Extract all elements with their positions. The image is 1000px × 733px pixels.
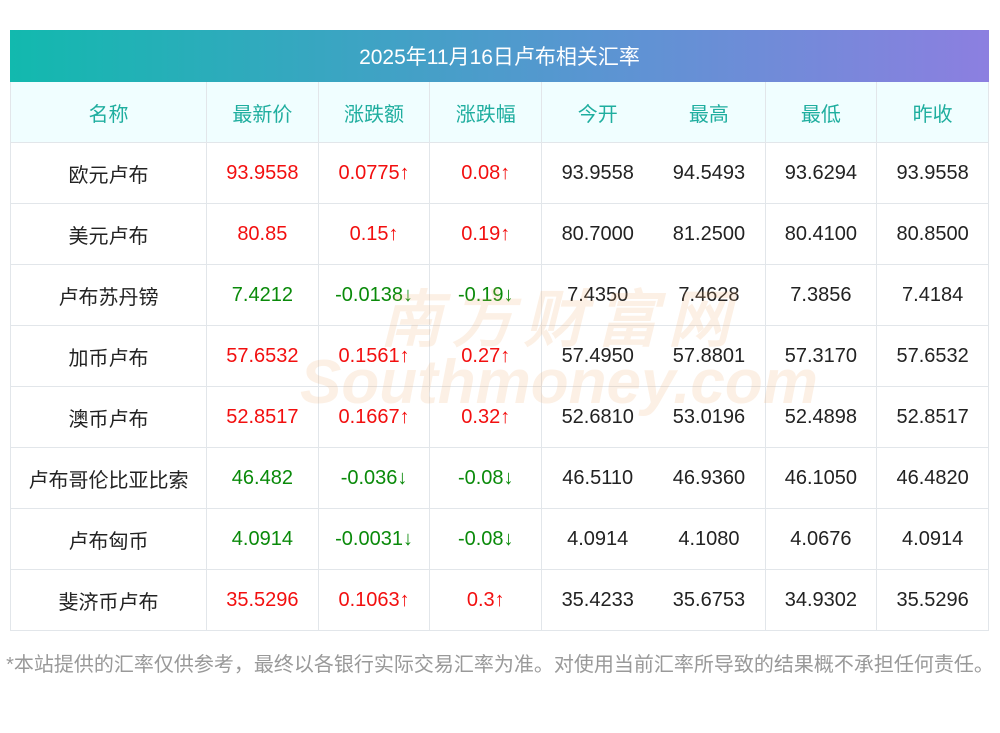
prev-close: 46.4820 xyxy=(876,447,989,509)
currency-name: 卢布苏丹镑 xyxy=(10,264,207,326)
change-amount: 0.0775↑ xyxy=(318,142,431,204)
table-row: 加币卢布 57.6532 0.1561↑ 0.27↑ 57.4950 57.8801 57.… xyxy=(10,325,989,387)
latest-price: 7.4212 xyxy=(206,264,319,326)
latest-price: 4.0914 xyxy=(206,508,319,570)
disclaimer-note: *本站提供的汇率仅供参考，最终以各银行实际交易汇率为准。对使用当前汇率所导致的结… xyxy=(6,654,994,676)
high-price: 7.4628 xyxy=(653,264,766,326)
currency-name: 卢布哥伦比亚比索 xyxy=(10,447,207,509)
col-prev: 昨收 xyxy=(876,82,989,143)
low-price: 80.4100 xyxy=(765,203,878,265)
low-price: 52.4898 xyxy=(765,386,878,448)
change-amount: 0.15↑ xyxy=(318,203,431,265)
prev-close: 4.0914 xyxy=(876,508,989,570)
prev-close: 35.5296 xyxy=(876,569,989,631)
low-price: 57.3170 xyxy=(765,325,878,387)
low-price: 46.1050 xyxy=(765,447,878,509)
high-price: 53.0196 xyxy=(653,386,766,448)
high-price: 81.2500 xyxy=(653,203,766,265)
col-low: 最低 xyxy=(765,82,878,143)
rate-table-panel: 2025年11月16日卢布相关汇率 名称 最新价 涨跌额 涨跌幅 今开 最高 最… xyxy=(10,30,989,631)
change-amount: -0.036↓ xyxy=(318,447,431,509)
latest-price: 35.5296 xyxy=(206,569,319,631)
col-latest: 最新价 xyxy=(206,82,319,143)
table-row: 卢布哥伦比亚比索 46.482 -0.036↓ -0.08↓ 46.5110 46.936… xyxy=(10,447,989,509)
open-price: 35.4233 xyxy=(541,569,654,631)
change-percent: 0.3↑ xyxy=(429,569,543,631)
table-row: 欧元卢布 93.9558 0.0775↑ 0.08↑ 93.9558 94.5493 93.… xyxy=(10,142,989,204)
prev-close: 7.4184 xyxy=(876,264,989,326)
open-price: 93.9558 xyxy=(541,142,654,204)
change-percent: 0.19↑ xyxy=(429,203,543,265)
prev-close: 52.8517 xyxy=(876,386,989,448)
currency-name: 卢布匈币 xyxy=(10,508,207,570)
open-price: 80.7000 xyxy=(541,203,654,265)
prev-close: 93.9558 xyxy=(876,142,989,204)
change-percent: -0.08↓ xyxy=(429,508,543,570)
latest-price: 57.6532 xyxy=(206,325,319,387)
col-name: 名称 xyxy=(10,82,207,143)
col-open: 今开 xyxy=(541,82,654,143)
change-amount: 0.1561↑ xyxy=(318,325,431,387)
prev-close: 57.6532 xyxy=(876,325,989,387)
high-price: 94.5493 xyxy=(653,142,766,204)
low-price: 34.9302 xyxy=(765,569,878,631)
change-amount: -0.0138↓ xyxy=(318,264,431,326)
prev-close: 80.8500 xyxy=(876,203,989,265)
currency-name: 美元卢布 xyxy=(10,203,207,265)
change-percent: 0.08↑ xyxy=(429,142,543,204)
change-amount: 0.1667↑ xyxy=(318,386,431,448)
change-amount: 0.1063↑ xyxy=(318,569,431,631)
header-row: 名称 最新价 涨跌额 涨跌幅 今开 最高 最低 昨收 xyxy=(10,82,989,143)
latest-price: 93.9558 xyxy=(206,142,319,204)
open-price: 57.4950 xyxy=(541,325,654,387)
high-price: 57.8801 xyxy=(653,325,766,387)
latest-price: 80.85 xyxy=(206,203,319,265)
latest-price: 46.482 xyxy=(206,447,319,509)
table-row: 卢布苏丹镑 7.4212 -0.0138↓ -0.19↓ 7.4350 7.4628 7.3… xyxy=(10,264,989,326)
open-price: 4.0914 xyxy=(541,508,654,570)
change-amount: -0.0031↓ xyxy=(318,508,431,570)
currency-name: 斐济币卢布 xyxy=(10,569,207,631)
open-price: 52.6810 xyxy=(541,386,654,448)
low-price: 93.6294 xyxy=(765,142,878,204)
table-row: 澳币卢布 52.8517 0.1667↑ 0.32↑ 52.6810 53.0196 52.… xyxy=(10,386,989,448)
high-price: 46.9360 xyxy=(653,447,766,509)
open-price: 7.4350 xyxy=(541,264,654,326)
col-high: 最高 xyxy=(653,82,766,143)
change-percent: -0.19↓ xyxy=(429,264,543,326)
table-row: 美元卢布 80.85 0.15↑ 0.19↑ 80.7000 81.2500 80.4100… xyxy=(10,203,989,265)
table-row: 斐济币卢布 35.5296 0.1063↑ 0.3↑ 35.4233 35.6753 34.… xyxy=(10,569,989,631)
change-percent: 0.27↑ xyxy=(429,325,543,387)
open-price: 46.5110 xyxy=(541,447,654,509)
low-price: 4.0676 xyxy=(765,508,878,570)
col-change: 涨跌额 xyxy=(318,82,431,143)
latest-price: 52.8517 xyxy=(206,386,319,448)
currency-name: 欧元卢布 xyxy=(10,142,207,204)
table-title: 2025年11月16日卢布相关汇率 xyxy=(10,30,989,82)
change-percent: 0.32↑ xyxy=(429,386,543,448)
table-row: 卢布匈币 4.0914 -0.0031↓ -0.08↓ 4.0914 4.1080 4.06… xyxy=(10,508,989,570)
low-price: 7.3856 xyxy=(765,264,878,326)
currency-name: 澳币卢布 xyxy=(10,386,207,448)
col-pct: 涨跌幅 xyxy=(429,82,543,143)
high-price: 4.1080 xyxy=(653,508,766,570)
change-percent: -0.08↓ xyxy=(429,447,543,509)
rate-table: 名称 最新价 涨跌额 涨跌幅 今开 最高 最低 昨收 欧元卢布 93.9558 0.… xyxy=(10,82,989,631)
currency-name: 加币卢布 xyxy=(10,325,207,387)
high-price: 35.6753 xyxy=(653,569,766,631)
